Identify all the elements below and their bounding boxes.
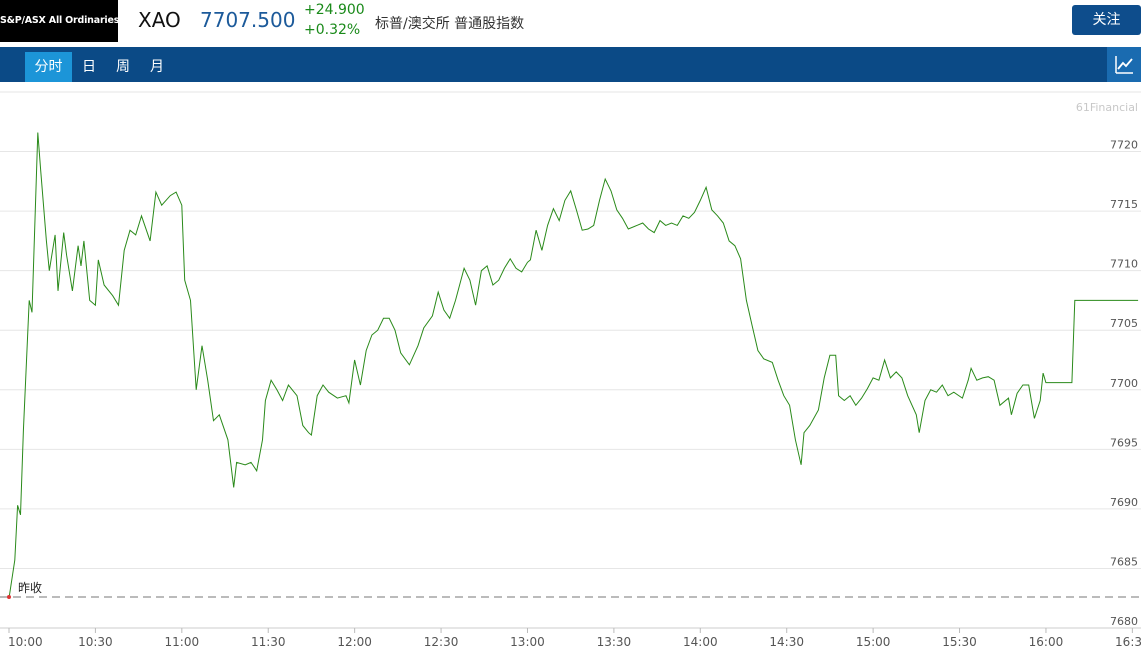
x-tick-label: 13:00	[510, 635, 545, 649]
y-tick-label: 7685	[1110, 555, 1138, 568]
x-tick-label: 15:00	[856, 635, 891, 649]
y-tick-label: 7720	[1110, 139, 1138, 152]
icon	[1115, 56, 1133, 74]
x-tick-label: 11:30	[251, 635, 286, 649]
x-tick-label: 12:30	[424, 635, 459, 649]
tab[interactable]: 月	[150, 59, 164, 75]
y-tick-label: 7680	[1110, 615, 1138, 628]
x-tick-label: 15:30	[942, 635, 977, 649]
chart: 61Financial 7680 7685 7690 7695 7700 7705 7710 7…	[0, 91, 1141, 649]
price-line	[8, 132, 1139, 599]
tab[interactable]: 分时	[25, 52, 72, 82]
x-tick-label: 16:30	[1115, 635, 1141, 649]
header: S&P/ASX All Ordinaries XAO 7707.500 +24.…	[0, 0, 1141, 45]
start-dot	[7, 595, 11, 600]
x-tick-label: 14:30	[769, 635, 804, 649]
logo: S&P/ASX All Ordinaries	[0, 0, 119, 42]
prev-close-label: 昨收	[18, 581, 42, 595]
x-tick-label: 11:00	[165, 635, 200, 649]
y-tick-label: 7690	[1110, 496, 1138, 509]
x-tick-label: 13:30	[597, 635, 632, 649]
x-tick-label: 10:00	[8, 635, 43, 649]
watermark: 61Financial	[1076, 101, 1138, 114]
index-name: 标普/澳交所 普通股指数	[375, 16, 525, 32]
x-tick-label: 16:00	[1029, 635, 1064, 649]
y-tick-label: 7700	[1110, 377, 1138, 390]
x-tick-label: 10:30	[78, 635, 113, 649]
chart-icon[interactable]	[1107, 47, 1141, 82]
nav-bar: 分时 日 周 月	[0, 47, 1141, 82]
tab[interactable]: 日	[82, 59, 96, 75]
symbol: XAO	[138, 8, 181, 32]
change: +24.900	[304, 2, 365, 18]
y-tick-label: 7695	[1110, 436, 1138, 449]
price: 7707.500	[200, 8, 296, 32]
y-tick-label: 7705	[1110, 317, 1138, 330]
follow-button[interactable]: 关注	[1072, 5, 1141, 35]
change-pct: +0.32%	[304, 22, 361, 38]
y-tick-label: 7710	[1110, 258, 1138, 271]
x-tick-label: 12:00	[337, 635, 372, 649]
y-tick-label: 7715	[1110, 198, 1138, 211]
tab[interactable]: 周	[116, 59, 130, 75]
x-tick-label: 14:00	[683, 635, 718, 649]
